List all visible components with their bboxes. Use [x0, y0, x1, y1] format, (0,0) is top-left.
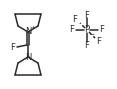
Text: N: N: [25, 53, 31, 61]
Text: +: +: [30, 25, 35, 30]
Text: N: N: [25, 28, 31, 36]
Text: F: F: [97, 36, 101, 45]
Text: F: F: [73, 15, 77, 23]
Text: F: F: [70, 26, 74, 35]
Text: F: F: [85, 11, 89, 19]
Text: P: P: [84, 26, 90, 35]
Text: F: F: [100, 26, 104, 35]
Text: −: −: [89, 32, 95, 36]
Text: F: F: [11, 43, 15, 52]
Text: F: F: [85, 40, 89, 49]
